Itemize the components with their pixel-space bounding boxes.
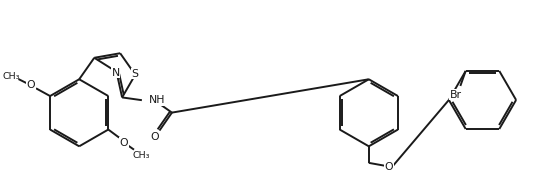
Text: CH₃: CH₃ [3, 72, 20, 81]
Text: CH₃: CH₃ [132, 151, 150, 160]
Text: N: N [111, 68, 120, 78]
Text: O: O [385, 162, 394, 172]
Text: O: O [150, 132, 159, 142]
Text: S: S [132, 69, 139, 79]
Text: O: O [27, 80, 35, 90]
Text: Br: Br [449, 90, 461, 100]
Text: NH: NH [149, 95, 165, 105]
Text: O: O [120, 138, 129, 148]
